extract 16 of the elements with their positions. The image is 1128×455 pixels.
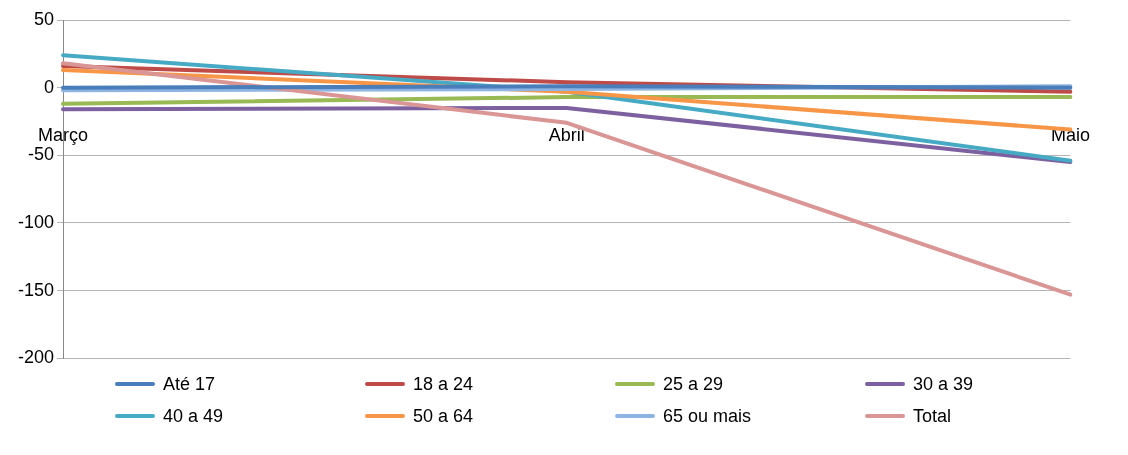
- x-tick-label: Março: [38, 125, 89, 146]
- legend-label: 25 a 29: [663, 373, 724, 395]
- y-tick-label: 0: [43, 76, 54, 97]
- legend-label: 40 a 49: [163, 405, 224, 427]
- y-tick-label: -100: [17, 211, 54, 232]
- legend-label: Até 17: [163, 373, 216, 395]
- y-tick-label: -50: [27, 144, 54, 165]
- y-tick-label: 50: [33, 8, 54, 29]
- legend-label: 18 a 24: [413, 373, 474, 395]
- x-tick-label: Abril: [548, 125, 585, 146]
- y-tick-label: -150: [17, 279, 54, 300]
- y-tick-label: -200: [17, 347, 54, 368]
- legend-label: 30 a 39: [913, 373, 974, 395]
- legend-label: 65 ou mais: [663, 405, 752, 427]
- legend-label: Total: [913, 405, 952, 427]
- legend-label: 50 a 64: [413, 405, 474, 427]
